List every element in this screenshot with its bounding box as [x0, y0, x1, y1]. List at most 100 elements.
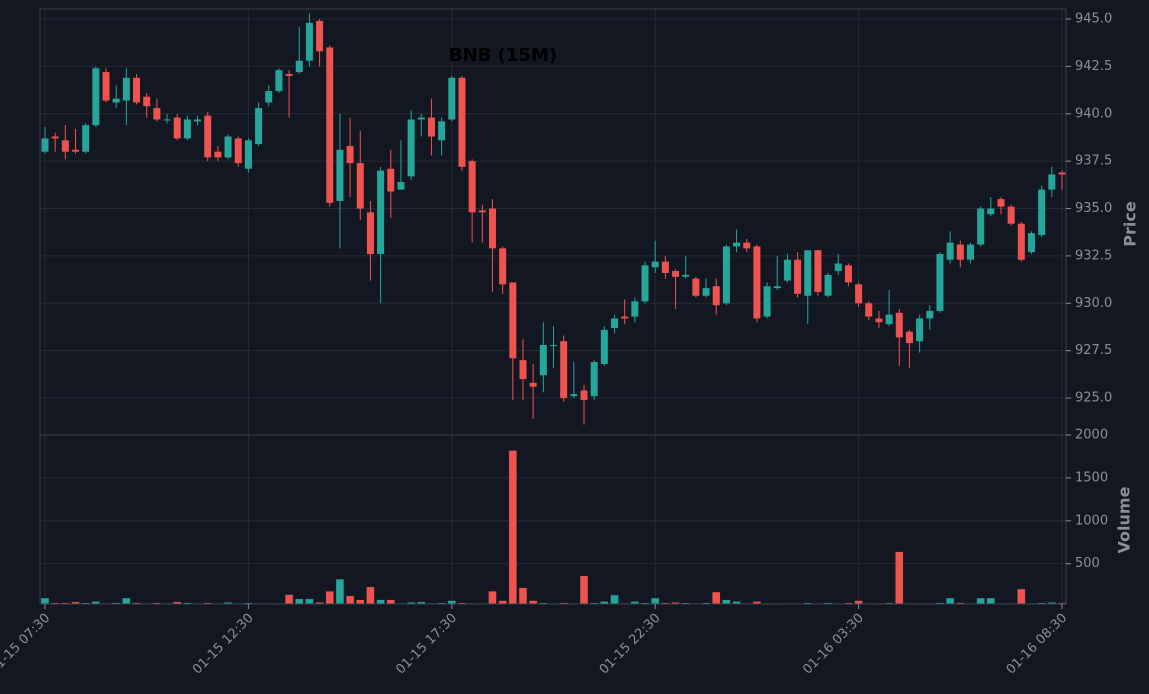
candle-body [743, 242, 751, 249]
candle-body [51, 136, 59, 139]
y2-tick-label: 2000 [1075, 428, 1108, 443]
candle-body [194, 119, 202, 122]
candle-body [692, 278, 700, 296]
candle-body [72, 149, 80, 152]
candle-body [560, 341, 568, 399]
candle-body [966, 244, 974, 260]
candle-body [356, 163, 364, 209]
volume-bar [722, 599, 731, 605]
candle-body [905, 331, 913, 344]
candle-body [499, 248, 507, 285]
candle-body [41, 138, 49, 152]
candle-body [600, 329, 608, 364]
volume-bar [711, 591, 721, 605]
candle-body [631, 301, 639, 317]
volume-bar [305, 598, 314, 605]
candle-body [417, 117, 425, 120]
candle-body [397, 182, 405, 190]
y-tick-label: 945.0 [1075, 12, 1112, 27]
candle-body [661, 261, 669, 273]
candle-body [895, 312, 903, 338]
candle-body [295, 60, 303, 73]
volume-bar [335, 578, 345, 605]
volume-bar [488, 590, 497, 605]
candle-body [82, 125, 90, 152]
candle-body [102, 72, 110, 101]
candle-body [133, 77, 141, 103]
volume-bar [356, 599, 365, 605]
y2-tick-label: 1000 [1075, 513, 1108, 528]
y-tick-label: 940.0 [1075, 106, 1112, 121]
candle-body [407, 119, 415, 177]
candle-body [550, 344, 557, 346]
y-tick-label: 932.5 [1075, 248, 1112, 263]
candle-body [814, 250, 822, 292]
candle-body [224, 136, 232, 158]
candle-body [153, 108, 161, 120]
candle-body [722, 246, 730, 304]
candle-body [326, 47, 334, 203]
volume-bar [295, 598, 304, 605]
candle-body [936, 254, 944, 311]
candle-body [1048, 174, 1056, 190]
candle-body [183, 119, 191, 139]
volume-bar [508, 450, 518, 605]
candle-body [265, 91, 273, 103]
candle-body [143, 96, 151, 107]
y-tick-label: 942.5 [1075, 59, 1112, 74]
candle-body [539, 344, 547, 376]
candle-body [824, 274, 832, 296]
y-tick-label: 927.5 [1075, 343, 1112, 358]
y-tick-label: 935.0 [1075, 201, 1112, 216]
candle-body [641, 265, 649, 302]
candle-body [651, 261, 659, 268]
candle-body [926, 310, 934, 319]
candle-body [214, 151, 222, 158]
candle-body [488, 208, 496, 249]
candle-body [305, 22, 313, 61]
volume-bar [498, 600, 507, 605]
y-tick-label: 930.0 [1075, 296, 1112, 311]
volume-bar [447, 600, 457, 605]
volume-bar [986, 597, 996, 605]
candle-body [712, 286, 720, 306]
candle-body [1027, 233, 1035, 253]
candle-body [92, 68, 100, 126]
volume-bar [854, 600, 863, 605]
candle-body [733, 242, 741, 247]
candle-body [946, 242, 954, 260]
y2-tick-label: 1500 [1075, 470, 1108, 485]
candle-body [255, 108, 263, 145]
candle-body [885, 314, 893, 325]
candle-body [997, 199, 1005, 207]
candle-body [855, 284, 863, 304]
candle-body [336, 149, 344, 201]
candle-body [570, 394, 578, 397]
candle-body [987, 208, 995, 215]
candle-body [844, 265, 852, 283]
volume-bar [518, 587, 528, 605]
candle-body [804, 250, 812, 296]
candle-body [763, 286, 771, 317]
candle-body [346, 146, 354, 164]
candle-body [621, 316, 629, 319]
candle-body [509, 282, 517, 359]
candle-body [977, 208, 985, 245]
volume-bar [345, 595, 355, 605]
volume-frame [39, 434, 1067, 605]
candle-body [448, 77, 456, 120]
y2-tick-label: 500 [1075, 556, 1100, 571]
candle-body [234, 138, 242, 164]
candle-body [1017, 223, 1025, 260]
volume-bar [325, 590, 335, 605]
volume-bar [610, 594, 619, 605]
candle-body [519, 360, 527, 380]
candle-body [478, 210, 486, 213]
candle-body [702, 288, 710, 296]
candle-body [366, 212, 374, 255]
candle-body [163, 119, 171, 121]
candle-body [1058, 172, 1066, 175]
candle-body [173, 117, 181, 139]
volume-bar [650, 597, 660, 605]
candle-body [285, 73, 293, 76]
